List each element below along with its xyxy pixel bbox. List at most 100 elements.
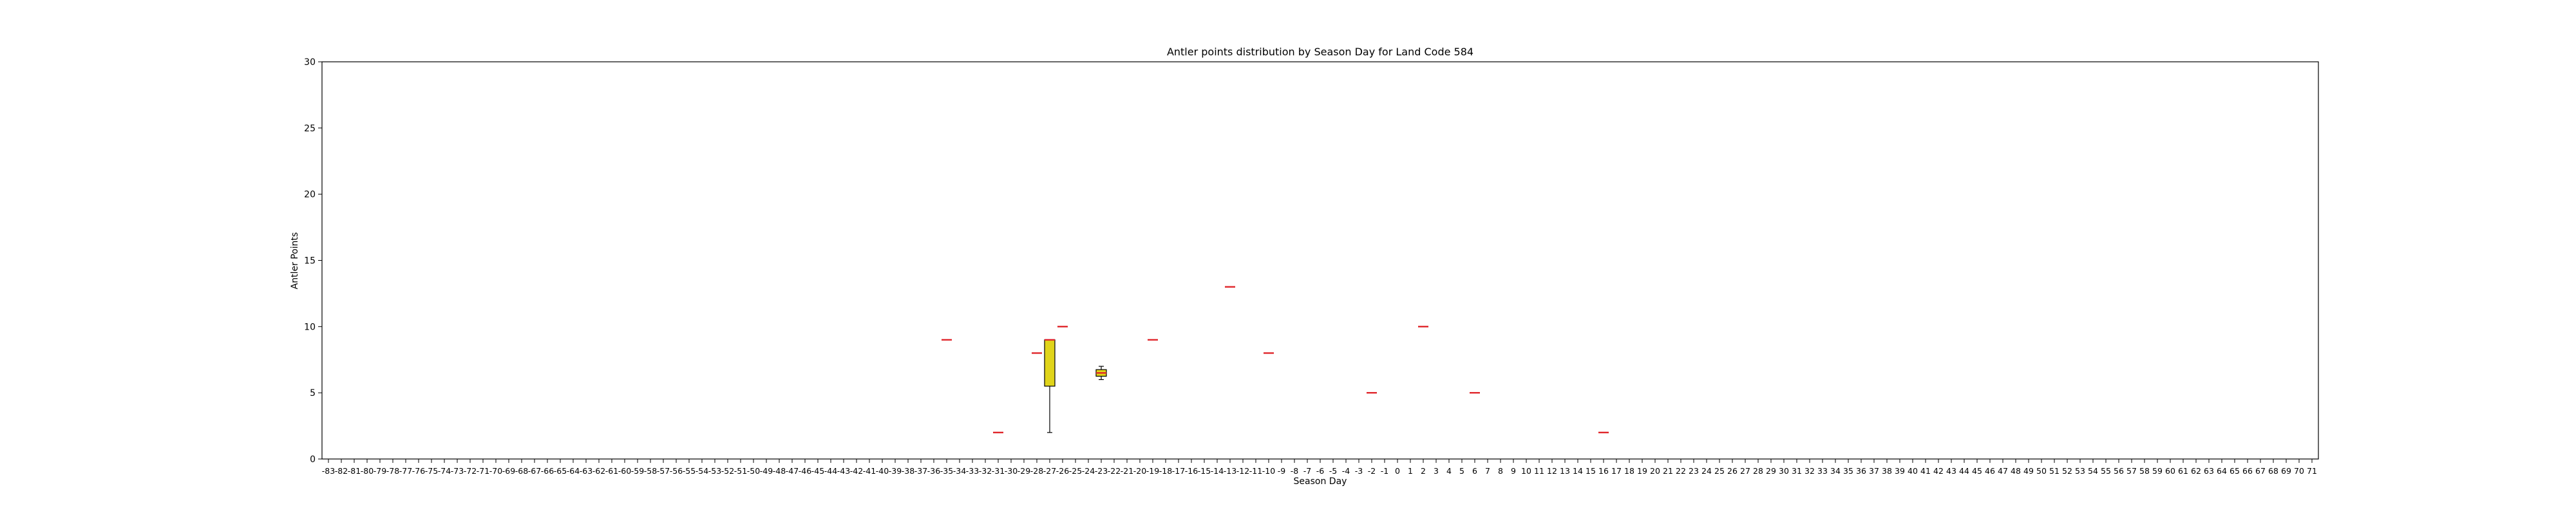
x-tick-label: -63 <box>580 466 592 476</box>
x-tick-label: 11 <box>1534 466 1544 476</box>
x-tick-label: -76 <box>412 466 425 476</box>
plot-area <box>942 286 1609 434</box>
x-tick-label: 53 <box>2075 466 2085 476</box>
x-tick-label: -25 <box>1069 466 1082 476</box>
x-tick-label: 12 <box>1547 466 1557 476</box>
x-tick-label: -60 <box>618 466 631 476</box>
x-tick-label: -59 <box>631 466 644 476</box>
x-tick-label: -22 <box>1108 466 1121 476</box>
x-tick-label: -64 <box>567 466 580 476</box>
x-tick-label: 46 <box>1985 466 1995 476</box>
x-tick-label: 9 <box>1511 466 1516 476</box>
x-tick-label: -57 <box>657 466 670 476</box>
x-tick-label: -65 <box>554 466 567 476</box>
x-tick-label: 3 <box>1434 466 1439 476</box>
y-tick-label: 30 <box>304 57 316 68</box>
x-tick-label: 69 <box>2281 466 2291 476</box>
x-tick-label: -52 <box>721 466 734 476</box>
x-tick-label: -38 <box>902 466 914 476</box>
x-tick-label: -46 <box>799 466 811 476</box>
x-tick-label: -83 <box>322 466 335 476</box>
x-tick-label: 44 <box>1959 466 1969 476</box>
x-tick-label: 61 <box>2178 466 2188 476</box>
x-tick-label: -23 <box>1095 466 1108 476</box>
x-tick-label: -58 <box>644 466 657 476</box>
x-tick-label: -28 <box>1030 466 1043 476</box>
box-body <box>1044 339 1056 387</box>
x-tick-label: -82 <box>335 466 348 476</box>
x-tick-label: 42 <box>1933 466 1944 476</box>
x-tick-label: 39 <box>1895 466 1905 476</box>
x-tick-label: 64 <box>2217 466 2227 476</box>
x-tick-label: -3 <box>1355 466 1363 476</box>
x-tick-label: 1 <box>1408 466 1413 476</box>
x-tick-label: -19 <box>1146 466 1159 476</box>
x-tick-label: -36 <box>927 466 940 476</box>
y-tick-label: 20 <box>304 190 316 200</box>
x-tick-label: -27 <box>1043 466 1056 476</box>
x-tick-label: -50 <box>747 466 760 476</box>
x-tick-label: -20 <box>1133 466 1146 476</box>
x-tick-label: -48 <box>773 466 786 476</box>
x-tick-label: 27 <box>1740 466 1750 476</box>
x-tick-label: -40 <box>876 466 889 476</box>
x-tick-label: -56 <box>670 466 683 476</box>
x-tick-label: 40 <box>1908 466 1918 476</box>
x-tick-label: -32 <box>979 466 992 476</box>
x-tick-label: 31 <box>1792 466 1802 476</box>
x-tick-label: -17 <box>1172 466 1185 476</box>
x-tick-label: -1 <box>1381 466 1388 476</box>
x-tick-label: 19 <box>1637 466 1647 476</box>
x-tick-label: -71 <box>477 466 489 476</box>
x-tick-label: 37 <box>1869 466 1879 476</box>
x-tick-label: -44 <box>824 466 837 476</box>
x-tick-label: 51 <box>2049 466 2060 476</box>
x-tick-label: 10 <box>1521 466 1531 476</box>
x-tick-label: -77 <box>399 466 412 476</box>
x-tick-label: 38 <box>1882 466 1892 476</box>
x-tick-label: 67 <box>2255 466 2266 476</box>
x-tick-label: -80 <box>361 466 374 476</box>
x-tick-label: -62 <box>592 466 605 476</box>
x-tick-label: -26 <box>1056 466 1069 476</box>
x-tick-label: -78 <box>386 466 399 476</box>
x-tick-label: 47 <box>1998 466 2008 476</box>
y-tick-label: 25 <box>304 124 316 134</box>
x-tick-label: 41 <box>1920 466 1931 476</box>
x-tick-label: 52 <box>2062 466 2072 476</box>
x-tick-label: 48 <box>2011 466 2021 476</box>
x-tick-label: -5 <box>1329 466 1337 476</box>
x-tick-label: 63 <box>2204 466 2214 476</box>
x-tick-label: 7 <box>1485 466 1490 476</box>
x-tick-label: -72 <box>464 466 477 476</box>
x-tick-label: -13 <box>1224 466 1236 476</box>
x-tick-label: 33 <box>1817 466 1828 476</box>
x-tick-label: -49 <box>760 466 773 476</box>
x-tick-label: 16 <box>1598 466 1609 476</box>
x-tick-label: 36 <box>1856 466 1866 476</box>
y-tick-label: 15 <box>304 256 316 267</box>
x-tick-label: 32 <box>1804 466 1815 476</box>
x-tick-label: 4 <box>1446 466 1452 476</box>
x-tick-label: -53 <box>708 466 721 476</box>
x-tick-label: 71 <box>2307 466 2317 476</box>
x-tick-label: 22 <box>1676 466 1686 476</box>
x-tick-label: -42 <box>850 466 863 476</box>
x-tick-label: -70 <box>489 466 502 476</box>
x-tick-label: 18 <box>1624 466 1634 476</box>
x-tick-label: 50 <box>2036 466 2047 476</box>
x-tick-label: 65 <box>2230 466 2240 476</box>
x-tick-label: 0 <box>1395 466 1400 476</box>
x-tick-label: -7 <box>1303 466 1311 476</box>
x-tick-label: 56 <box>2114 466 2124 476</box>
x-tick-label: -67 <box>528 466 541 476</box>
x-tick-label: -34 <box>953 466 966 476</box>
x-tick-label: -47 <box>786 466 799 476</box>
x-tick-label: -66 <box>541 466 554 476</box>
x-tick-label: 24 <box>1701 466 1712 476</box>
x-tick-label: -6 <box>1316 466 1325 476</box>
x-tick-label: 57 <box>2126 466 2137 476</box>
x-tick-label: 29 <box>1766 466 1776 476</box>
x-tick-label: 13 <box>1560 466 1570 476</box>
